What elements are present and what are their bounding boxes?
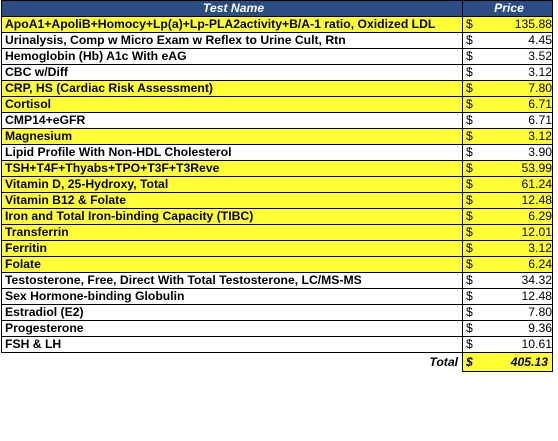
price-cell[interactable]: 34.32 — [484, 272, 554, 289]
test-name-cell[interactable]: Progesterone — [1, 320, 463, 337]
table-row: Transferrin $12.01 — [1, 224, 554, 241]
currency-cell[interactable]: $ — [462, 192, 485, 209]
test-name-cell[interactable]: Cortisol — [1, 96, 463, 113]
lab-test-price-table: Test Name Price ApoA1+ApoliB+Homocy+Lp(a… — [1, 0, 554, 372]
price-cell[interactable]: 3.52 — [484, 48, 554, 65]
currency-cell[interactable]: $ — [462, 128, 485, 145]
total-label[interactable]: Total — [1, 352, 463, 372]
currency-cell[interactable]: $ — [462, 272, 485, 289]
test-name-cell[interactable]: Lipid Profile With Non-HDL Cholesterol — [1, 144, 463, 161]
price-cell[interactable]: 4.45 — [484, 32, 554, 49]
currency-cell[interactable]: $ — [462, 96, 485, 113]
table-row: CBC w/Diff $3.12 — [1, 64, 554, 81]
currency-cell[interactable]: $ — [462, 48, 485, 65]
table-row: Urinalysis, Comp w Micro Exam w Reflex t… — [1, 32, 554, 49]
price-cell[interactable]: 6.71 — [484, 112, 554, 129]
currency-cell[interactable]: $ — [462, 240, 485, 257]
test-name-cell[interactable]: CBC w/Diff — [1, 64, 463, 81]
price-cell[interactable]: 3.90 — [484, 144, 554, 161]
table-row: Hemoglobin (Hb) A1c With eAG $3.52 — [1, 48, 554, 65]
table-row: Folate $6.24 — [1, 256, 554, 273]
price-cell[interactable]: 10.61 — [484, 336, 554, 353]
currency-cell[interactable]: $ — [462, 304, 485, 321]
test-name-cell[interactable]: Vitamin D, 25-Hydroxy, Total — [1, 176, 463, 193]
test-name-cell[interactable]: Testosterone, Free, Direct With Total Te… — [1, 272, 463, 289]
currency-cell[interactable]: $ — [462, 320, 485, 337]
currency-cell[interactable]: $ — [462, 208, 485, 225]
test-name-cell[interactable]: Estradiol (E2) — [1, 304, 463, 321]
price-header[interactable]: Price — [461, 0, 554, 17]
price-cell[interactable]: 3.12 — [484, 64, 554, 81]
price-cell[interactable]: 9.36 — [484, 320, 554, 337]
currency-cell[interactable]: $ — [462, 144, 485, 161]
price-cell[interactable]: 6.29 — [484, 208, 554, 225]
test-name-cell[interactable]: Magnesium — [1, 128, 463, 145]
table-row: FSH & LH $10.61 — [1, 336, 554, 353]
currency-cell[interactable]: $ — [462, 176, 485, 193]
table-row: Ferritin $3.12 — [1, 240, 554, 257]
currency-cell[interactable]: $ — [462, 256, 485, 273]
price-cell[interactable]: 3.12 — [484, 128, 554, 145]
test-name-cell[interactable]: Sex Hormone-binding Globulin — [1, 288, 463, 305]
test-name-cell[interactable]: Hemoglobin (Hb) A1c With eAG — [1, 48, 463, 65]
table-row: Magnesium $3.12 — [1, 128, 554, 145]
table-row: Vitamin B12 & Folate $12.48 — [1, 192, 554, 209]
table-row: Lipid Profile With Non-HDL Cholesterol $3… — [1, 144, 554, 161]
table-row: Progesterone $9.36 — [1, 320, 554, 337]
test-name-cell[interactable]: Folate — [1, 256, 463, 273]
price-cell[interactable]: 6.24 — [484, 256, 554, 273]
currency-cell[interactable]: $ — [462, 112, 485, 129]
currency-cell[interactable]: $ — [462, 32, 485, 49]
test-name-cell[interactable]: CMP14+eGFR — [1, 112, 463, 129]
table-body: ApoA1+ApoliB+Homocy+Lp(a)+Lp-PLA2activit… — [1, 16, 554, 353]
price-cell[interactable]: 53.99 — [484, 160, 554, 177]
test-name-cell[interactable]: Iron and Total Iron-binding Capacity (TI… — [1, 208, 463, 225]
header-row: Test Name Price — [1, 0, 554, 17]
price-cell[interactable]: 12.48 — [484, 288, 554, 305]
test-name-cell[interactable]: Ferritin — [1, 240, 463, 257]
price-cell[interactable]: 12.48 — [484, 192, 554, 209]
total-row: Total $ 405.13 — [1, 352, 554, 372]
table-row: ApoA1+ApoliB+Homocy+Lp(a)+Lp-PLA2activit… — [1, 16, 554, 33]
currency-cell[interactable]: $ — [462, 288, 485, 305]
table-row: CMP14+eGFR $6.71 — [1, 112, 554, 129]
price-cell[interactable]: 7.80 — [484, 304, 554, 321]
test-name-cell[interactable]: FSH & LH — [1, 336, 463, 353]
currency-cell[interactable]: $ — [462, 64, 485, 81]
test-name-cell[interactable]: Vitamin B12 & Folate — [1, 192, 463, 209]
price-cell[interactable]: 12.01 — [484, 224, 554, 241]
table-row: Testosterone, Free, Direct With Total Te… — [1, 272, 554, 289]
price-cell[interactable]: 7.80 — [484, 80, 554, 97]
table-row: TSH+T4F+Thyabs+TPO+T3F+T3Reve $53.99 — [1, 160, 554, 177]
currency-cell[interactable]: $ — [462, 160, 485, 177]
total-currency[interactable]: $ — [462, 352, 485, 372]
price-cell[interactable]: 61.24 — [484, 176, 554, 193]
currency-cell[interactable]: $ — [462, 16, 485, 33]
price-cell[interactable]: 3.12 — [484, 240, 554, 257]
price-cell[interactable]: 6.71 — [484, 96, 554, 113]
total-amount[interactable]: 405.13 — [484, 352, 554, 372]
test-name-cell[interactable]: Transferrin — [1, 224, 463, 241]
table-row: Vitamin D, 25-Hydroxy, Total $61.24 — [1, 176, 554, 193]
test-name-cell[interactable]: Urinalysis, Comp w Micro Exam w Reflex t… — [1, 32, 463, 49]
price-cell[interactable]: 135.88 — [484, 16, 554, 33]
table-row: Estradiol (E2) $7.80 — [1, 304, 554, 321]
test-name-cell[interactable]: ApoA1+ApoliB+Homocy+Lp(a)+Lp-PLA2activit… — [1, 16, 463, 33]
table-row: CRP, HS (Cardiac Risk Assessment) $7.80 — [1, 80, 554, 97]
table-row: Iron and Total Iron-binding Capacity (TI… — [1, 208, 554, 225]
test-name-cell[interactable]: CRP, HS (Cardiac Risk Assessment) — [1, 80, 463, 97]
table-row: Cortisol $6.71 — [1, 96, 554, 113]
currency-cell[interactable]: $ — [462, 336, 485, 353]
test-name-cell[interactable]: TSH+T4F+Thyabs+TPO+T3F+T3Reve — [1, 160, 463, 177]
test-name-header[interactable]: Test Name — [1, 0, 463, 17]
table-row: Sex Hormone-binding Globulin $12.48 — [1, 288, 554, 305]
currency-cell[interactable]: $ — [462, 224, 485, 241]
currency-cell[interactable]: $ — [462, 80, 485, 97]
